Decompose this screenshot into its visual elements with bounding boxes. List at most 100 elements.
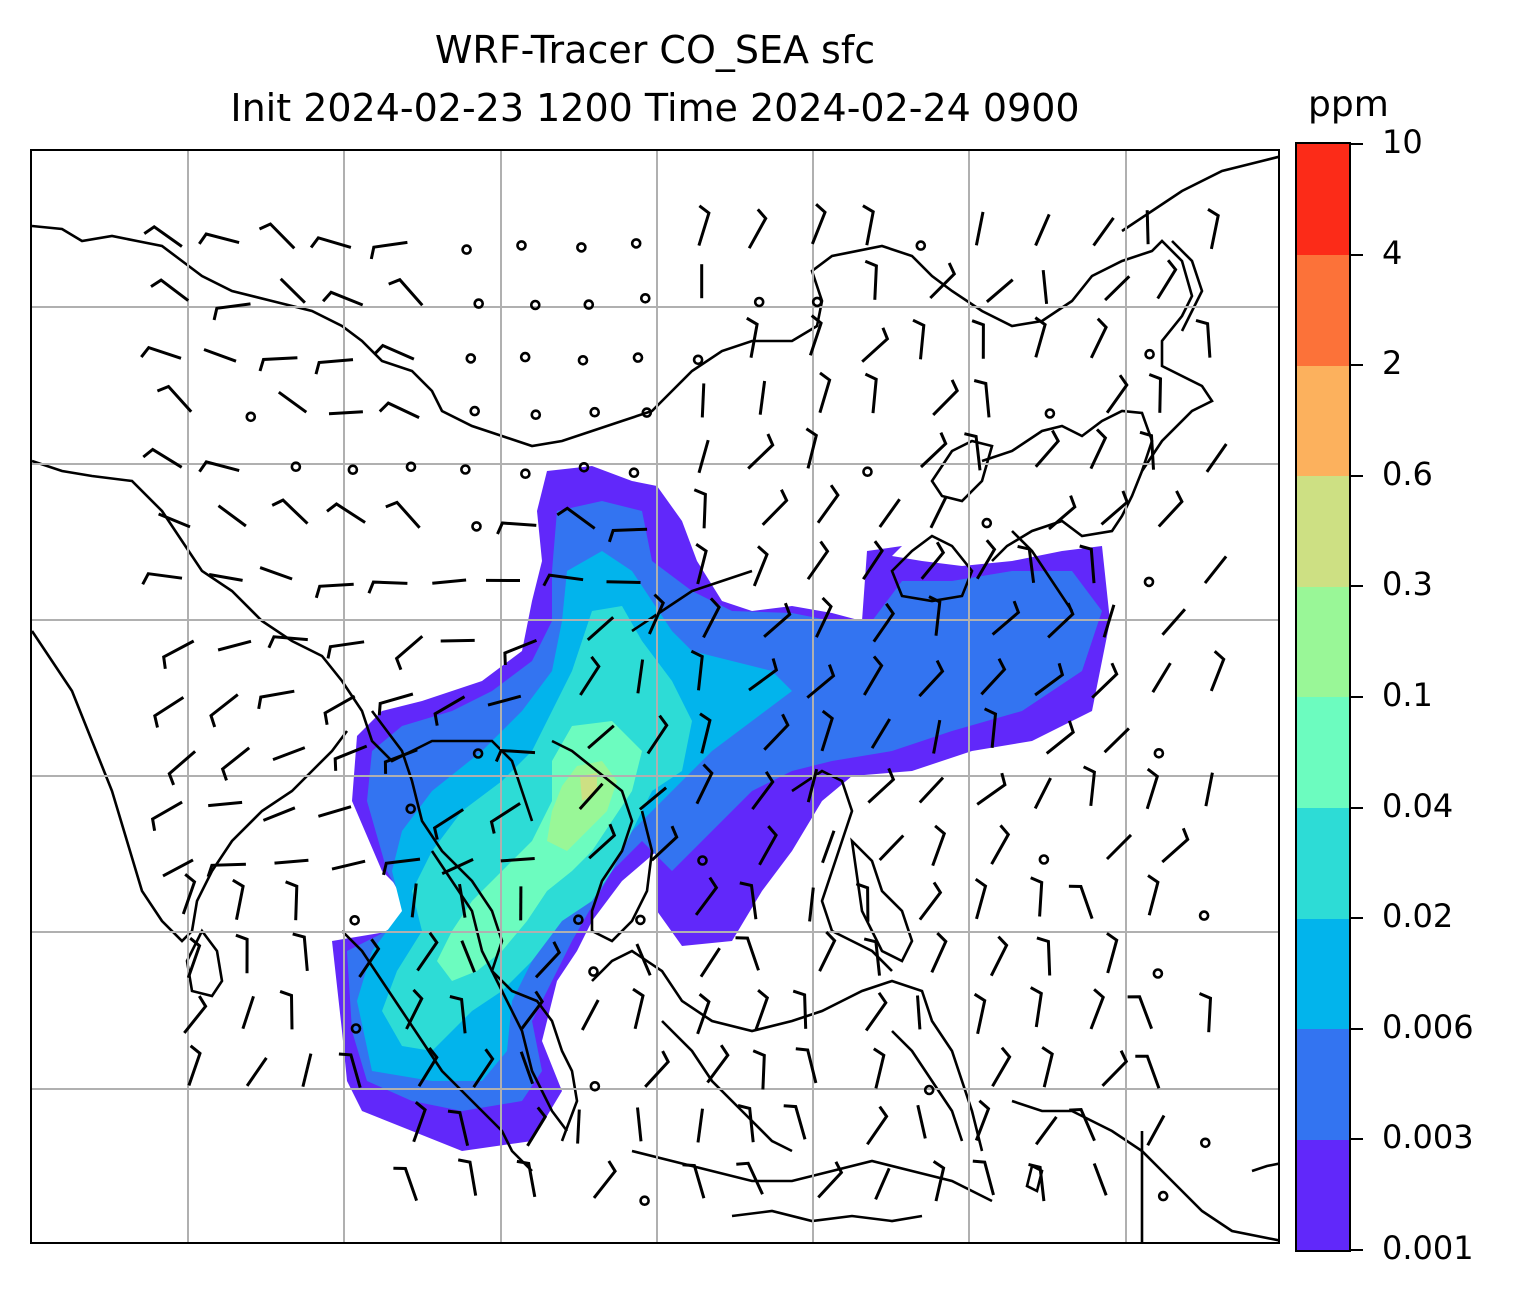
wind-barb bbox=[816, 484, 840, 524]
wind-barb bbox=[693, 488, 707, 529]
calm-wind-marker bbox=[469, 405, 481, 417]
wind-barb bbox=[1034, 316, 1047, 358]
wind-barb bbox=[259, 566, 293, 581]
wind-barb bbox=[751, 770, 775, 810]
wind-barb bbox=[272, 746, 306, 762]
wind-barb bbox=[632, 987, 645, 1030]
colorbar-tick bbox=[1351, 1027, 1363, 1030]
calm-wind-marker bbox=[1038, 854, 1050, 865]
wind-barb bbox=[271, 498, 309, 525]
colorbar-segment bbox=[1297, 918, 1349, 1030]
wind-barb bbox=[317, 805, 352, 818]
calm-wind-marker bbox=[1152, 968, 1164, 979]
wind-barb bbox=[758, 825, 778, 866]
calm-wind-marker bbox=[589, 406, 601, 418]
wind-barb bbox=[516, 1159, 537, 1198]
calm-wind-marker bbox=[862, 466, 873, 478]
wind-barb bbox=[1089, 428, 1108, 470]
wind-barb bbox=[697, 439, 710, 474]
calm-wind-marker bbox=[461, 244, 472, 255]
wind-barb bbox=[1105, 833, 1133, 861]
wind-barb bbox=[321, 290, 364, 307]
wind-barb bbox=[489, 802, 521, 834]
calm-wind-marker bbox=[405, 803, 417, 815]
calm-wind-marker bbox=[473, 298, 485, 309]
wind-barb bbox=[697, 204, 711, 247]
wind-barb bbox=[1148, 373, 1163, 413]
wind-barb bbox=[699, 712, 712, 754]
wind-barb bbox=[520, 990, 545, 1030]
wind-barb bbox=[1195, 318, 1212, 358]
calm-wind-marker bbox=[290, 461, 302, 473]
wind-barb bbox=[580, 999, 600, 1031]
wind-barb bbox=[279, 277, 306, 304]
wind-barb bbox=[973, 379, 991, 418]
wind-barb bbox=[1161, 827, 1190, 864]
wind-barb bbox=[235, 933, 249, 974]
wind-barb bbox=[274, 858, 309, 865]
wind-barb bbox=[578, 782, 604, 811]
wind-barb bbox=[301, 1053, 313, 1088]
wind-barb bbox=[1147, 874, 1160, 916]
wind-barb bbox=[1034, 429, 1061, 468]
wind-barb bbox=[752, 1049, 766, 1090]
wind-barb bbox=[309, 236, 352, 249]
wind-barb bbox=[410, 883, 418, 918]
wind-barb bbox=[208, 800, 243, 808]
calm-wind-marker bbox=[641, 407, 653, 418]
colorbar-tick-label: 0.02 bbox=[1382, 897, 1454, 936]
wind-barb bbox=[393, 1166, 419, 1202]
calm-wind-marker bbox=[1198, 910, 1210, 921]
wind-barb bbox=[806, 664, 836, 699]
calm-wind-marker bbox=[529, 299, 541, 311]
wind-barb bbox=[1145, 210, 1150, 245]
wind-barb bbox=[394, 635, 424, 671]
tracer-band-0.003 bbox=[347, 501, 1102, 1111]
colorbar-tick bbox=[1351, 474, 1363, 477]
wind-barb bbox=[985, 278, 1014, 303]
wind-barb bbox=[206, 862, 246, 878]
colorbar-tick bbox=[1351, 143, 1363, 145]
wind-barb bbox=[1127, 995, 1154, 1030]
calm-wind-marker bbox=[516, 240, 527, 251]
wind-barb bbox=[416, 931, 439, 972]
wind-barb bbox=[735, 936, 760, 971]
wind-barb bbox=[739, 881, 758, 920]
wind-barb bbox=[198, 232, 240, 245]
calm-wind-marker bbox=[692, 354, 704, 366]
wind-barb bbox=[432, 578, 467, 585]
wind-barb bbox=[1045, 720, 1075, 755]
wind-barb bbox=[412, 1101, 427, 1143]
wind-barb bbox=[864, 372, 878, 414]
colorbar-segment bbox=[1297, 365, 1349, 477]
wind-barb bbox=[1205, 443, 1228, 473]
wind-barb bbox=[1033, 777, 1052, 810]
wind-barb bbox=[783, 1104, 807, 1140]
wind-barb bbox=[761, 489, 789, 526]
wind-barb bbox=[1029, 986, 1043, 1028]
wind-barb bbox=[279, 989, 294, 1030]
wind-barb bbox=[1102, 604, 1116, 638]
calm-wind-marker bbox=[519, 351, 531, 363]
wind-barb bbox=[314, 358, 354, 375]
colorbar-tick-label: 0.3 bbox=[1382, 565, 1433, 604]
wind-barb bbox=[821, 830, 836, 864]
wind-barb bbox=[1209, 650, 1226, 692]
gridlines bbox=[32, 151, 1278, 1242]
wind-barb bbox=[257, 689, 295, 710]
wind-barb bbox=[588, 823, 617, 860]
wind-barb bbox=[323, 694, 356, 726]
wind-barb bbox=[690, 649, 704, 691]
colorbar-unit: ppm bbox=[1308, 84, 1389, 125]
map-title-line1: WRF-Tracer CO_SEA sfc bbox=[434, 28, 876, 72]
wind-barb bbox=[579, 655, 601, 696]
wind-barb bbox=[808, 887, 815, 922]
calm-wind-marker bbox=[632, 352, 644, 363]
wind-barb bbox=[1041, 1046, 1054, 1088]
wind-barb bbox=[855, 882, 870, 922]
wind-barb bbox=[156, 384, 193, 413]
wind-barb bbox=[187, 1044, 202, 1086]
wind-barb bbox=[208, 573, 243, 582]
wind-barb bbox=[1089, 988, 1105, 1030]
wind-barb bbox=[758, 380, 767, 415]
